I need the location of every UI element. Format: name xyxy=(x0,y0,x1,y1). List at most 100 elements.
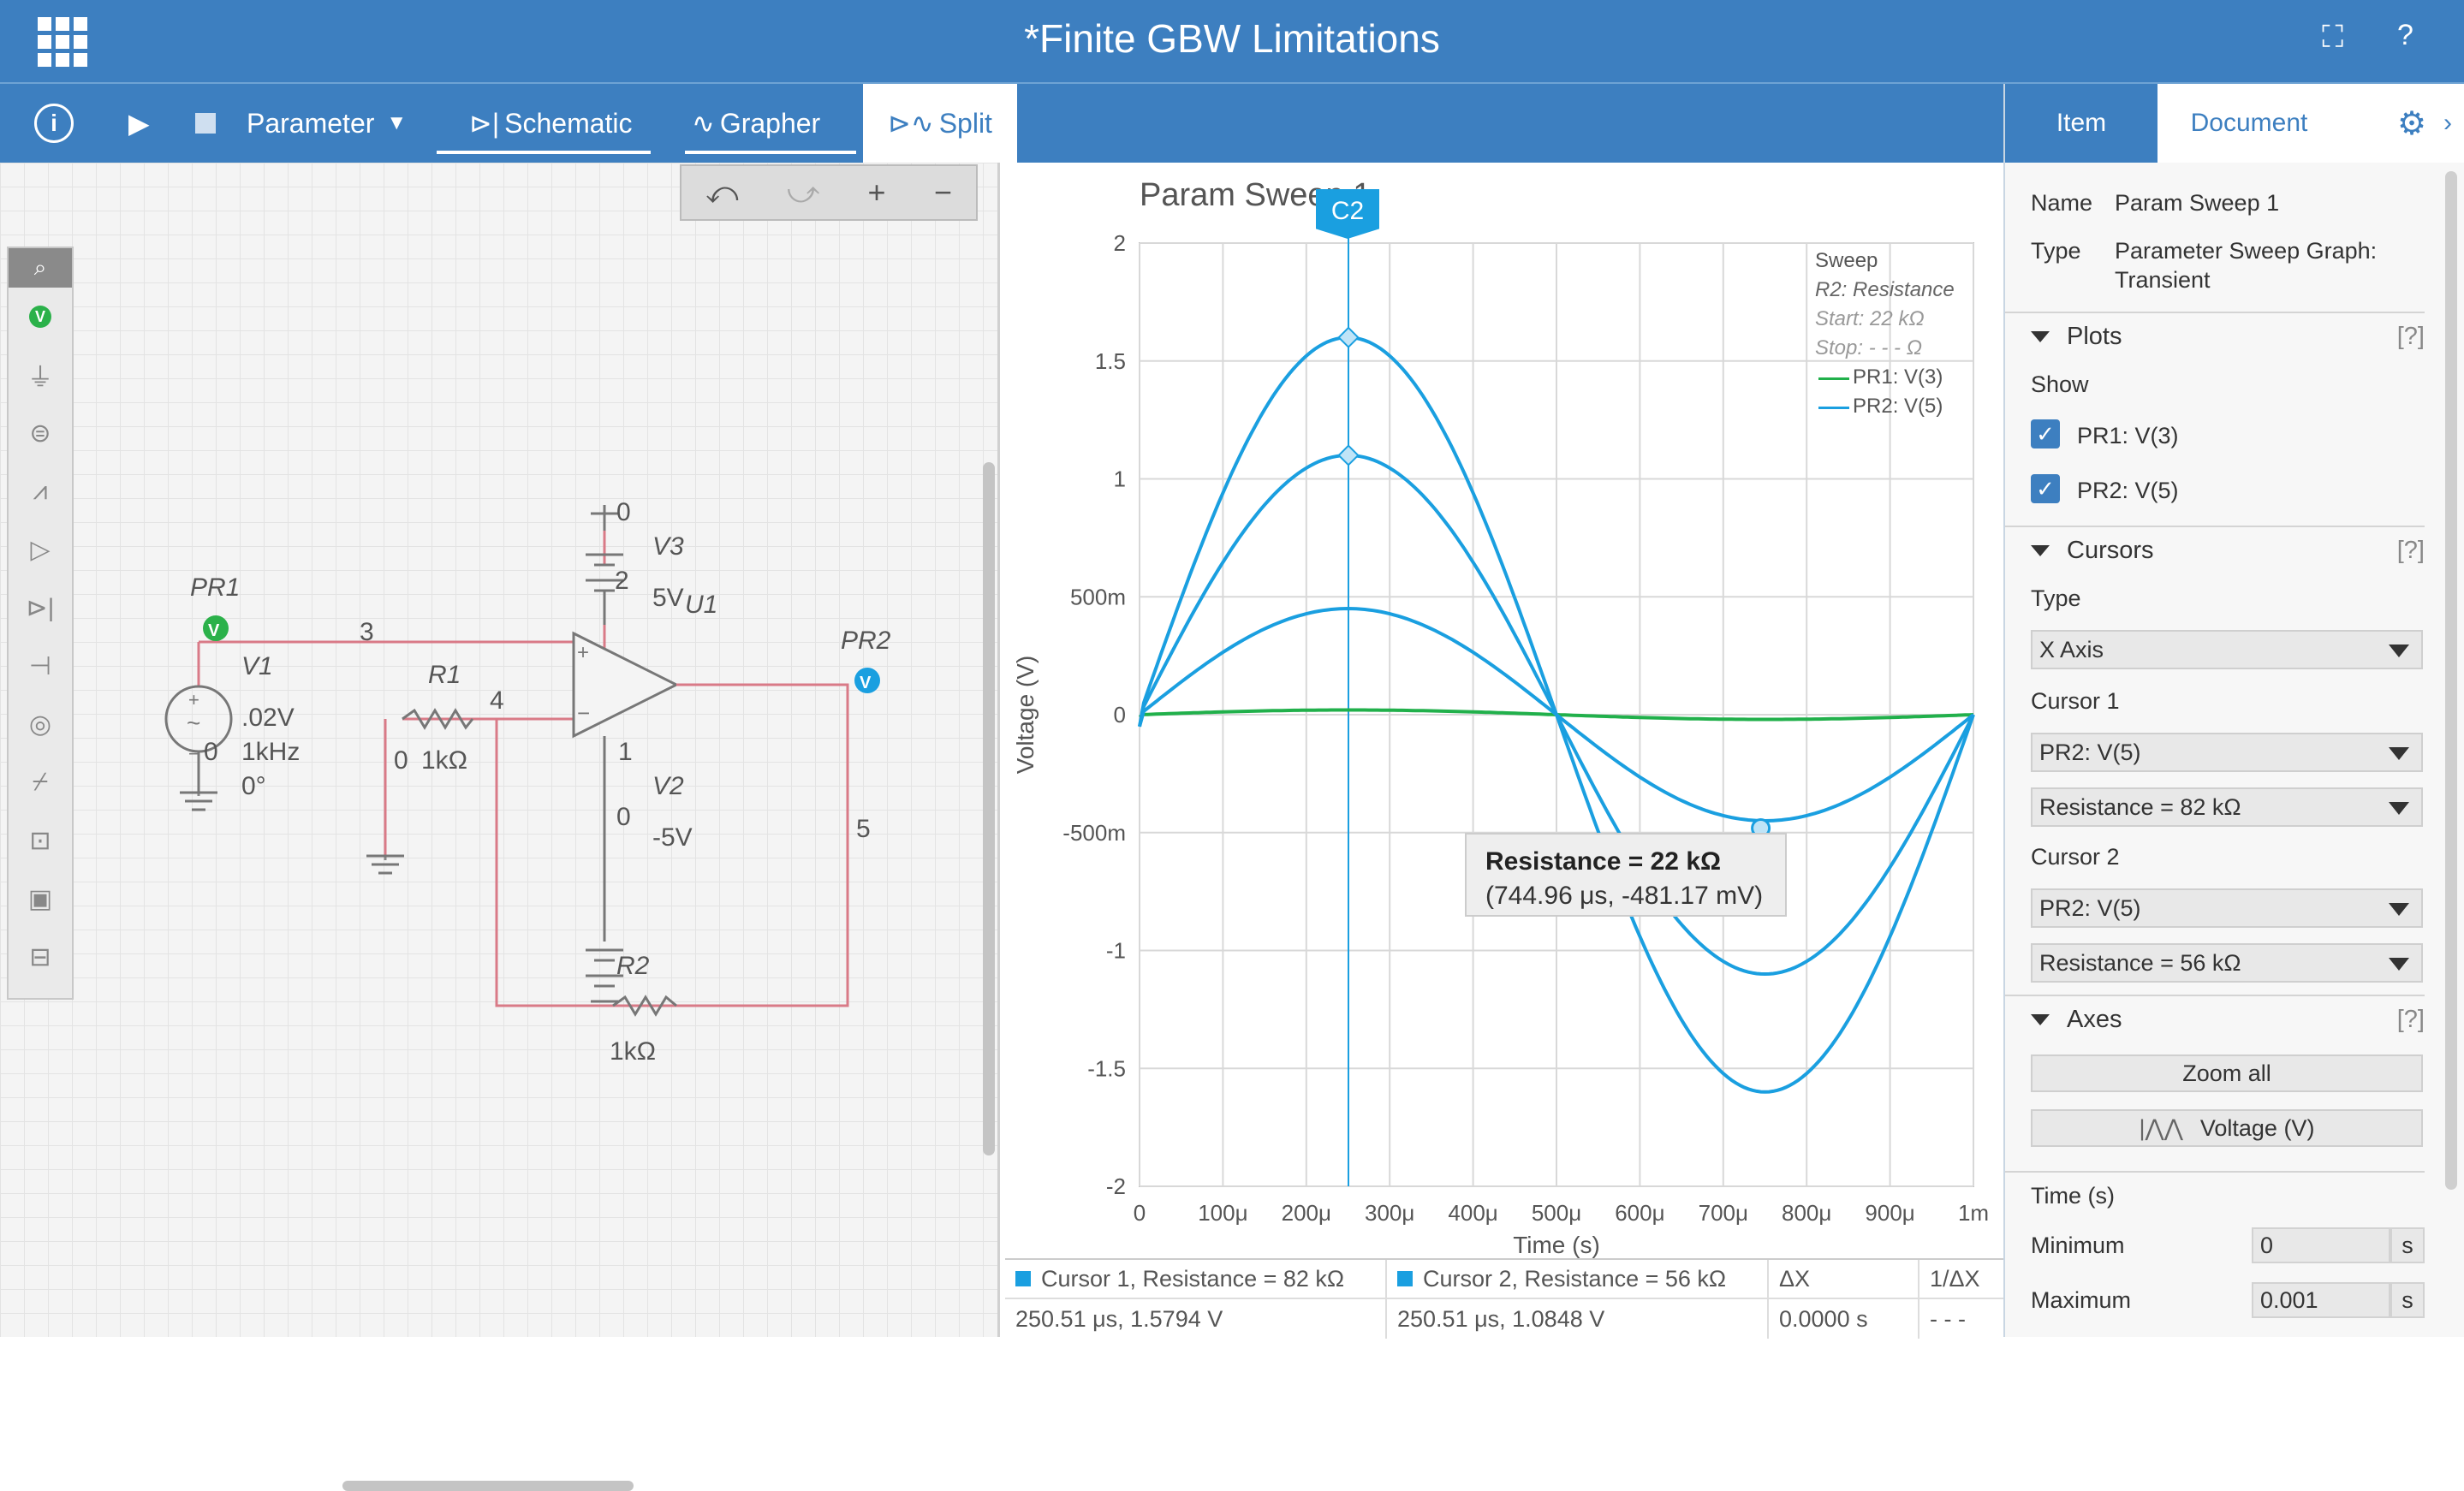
svg-text:V: V xyxy=(860,674,872,692)
connector-icon[interactable]: ⊟ xyxy=(29,942,51,971)
y-tick-label: -1 xyxy=(1106,938,1126,964)
collapse-triangle-icon xyxy=(2031,1013,2050,1025)
minimum-input[interactable]: 0 xyxy=(2252,1227,2390,1263)
tooltip-value: (744.96 μs, -481.17 mV) xyxy=(1485,882,1764,910)
probe-icon[interactable]: V xyxy=(9,291,72,342)
cursor-1-header-label: Cursor 1, Resistance = 82 kΩ xyxy=(1041,1265,1345,1292)
schematic-canvas[interactable]: ⤺ ⤻ + − ⌕ V ⏚ ⊜ ⩘ ▷ ⊳| ⊣ ◎ ⌿ ⊡ ▣ ⊟ + ~ −… xyxy=(0,163,1000,1491)
v1-frequency: 1kHz xyxy=(241,738,301,766)
parameter-dropdown[interactable]: Parameter ▼ xyxy=(247,84,407,163)
zoom-out-icon[interactable]: − xyxy=(933,175,952,210)
ground-icon[interactable]: ⏚ xyxy=(27,364,53,392)
y-tick-label: 1 xyxy=(1114,466,1126,492)
cursor-2-value: 250.51 μs, 1.0848 V xyxy=(1387,1299,1769,1339)
chart-legend: Sweep R2: Resistance Start: 22 kΩ Stop: … xyxy=(1815,247,1974,421)
chip-icon[interactable]: ▣ xyxy=(27,884,53,913)
tab-grapher[interactable]: ∿ Grapher xyxy=(692,84,820,163)
x-tick-label: 300μ xyxy=(1365,1200,1414,1226)
maximum-input[interactable]: 0.001 xyxy=(2252,1282,2390,1318)
voltage-axis-button[interactable]: |⋀⋀ Voltage (V) xyxy=(2031,1109,2423,1147)
cursor-2-header: Cursor 2, Resistance = 56 kΩ xyxy=(1387,1260,1769,1299)
cursor-2-plot-select[interactable]: PR2: V(5) xyxy=(2031,888,2423,928)
redo-icon[interactable]: ⤻ xyxy=(786,174,820,210)
name-value: Param Sweep 1 xyxy=(2115,190,2280,216)
cursor-2-resistance-select[interactable]: Resistance = 56 kΩ xyxy=(2031,943,2423,983)
undo-icon[interactable]: ⤺ xyxy=(705,174,739,210)
search-icon[interactable]: ⌕ xyxy=(9,248,72,288)
tab-split-label: Split xyxy=(938,107,992,139)
help-icon[interactable]: ? xyxy=(2397,19,2413,51)
cursor-1-plot-select[interactable]: PR2: V(5) xyxy=(2031,733,2423,772)
panel-scrollbar[interactable] xyxy=(2445,171,2457,1190)
name-label: Name xyxy=(2031,190,2093,216)
zoom-all-button[interactable]: Zoom all xyxy=(2031,1054,2423,1092)
zoom-in-icon[interactable]: + xyxy=(867,175,886,210)
plot-2-label: PR2: V(5) xyxy=(2077,478,2179,503)
axes-section-header[interactable]: Axes [?] xyxy=(2005,995,2425,1043)
plot-1-checkbox[interactable]: ✓ xyxy=(2031,419,2060,448)
cursors-section-header[interactable]: Cursors [?] xyxy=(2005,526,2425,573)
axes-help-icon[interactable]: [?] xyxy=(2396,1005,2425,1033)
r1-value: 1kΩ xyxy=(421,746,468,775)
schematic-vertical-scrollbar[interactable] xyxy=(983,462,995,1155)
tab-item[interactable]: Item xyxy=(2005,84,2157,163)
cursor-type-select[interactable]: X Axis xyxy=(2031,630,2423,669)
legend-stop: Stop: - - - Ω xyxy=(1815,336,1922,359)
transistor-icon[interactable]: ⊣ xyxy=(28,651,52,680)
collapse-triangle-icon xyxy=(2031,330,2050,342)
plots-help-icon[interactable]: [?] xyxy=(2396,322,2425,350)
run-button[interactable]: ▶ xyxy=(128,108,150,139)
waveform-icon: |⋀⋀ xyxy=(2139,1114,2183,1141)
legend-title: Sweep xyxy=(1815,249,1878,272)
info-icon[interactable]: i xyxy=(34,104,74,143)
x-tick-label: 500μ xyxy=(1532,1200,1581,1226)
r1-label: R1 xyxy=(428,661,461,689)
cursor-2-flag[interactable]: C2 xyxy=(1316,189,1379,239)
svg-text:−: − xyxy=(188,743,199,764)
v2-value: -5V xyxy=(652,823,693,852)
fullscreen-icon[interactable]: ⛶ xyxy=(2322,19,2344,54)
x-tick-label: 100μ xyxy=(1198,1200,1247,1226)
plot-1-label: PR1: V(3) xyxy=(2077,423,2179,448)
meter-icon[interactable]: ◎ xyxy=(28,710,52,739)
gear-icon[interactable]: ⚙ xyxy=(2396,105,2427,142)
cursors-help-icon[interactable]: [?] xyxy=(2396,536,2425,564)
tab-schematic-label: Schematic xyxy=(504,107,633,139)
apps-grid-icon[interactable] xyxy=(38,17,87,67)
schematic-horizontal-scrollbar[interactable] xyxy=(342,1481,634,1491)
title-bar: *Finite GBW Limitations ⛶ ? xyxy=(0,0,2464,82)
plots-section-header[interactable]: Plots [?] xyxy=(2005,312,2425,359)
tab-schematic[interactable]: ⊳| Schematic xyxy=(469,84,633,163)
cursor-2-swatch xyxy=(1397,1271,1413,1286)
opamp-icon[interactable]: ▷ xyxy=(30,535,51,564)
plot-2-checkbox[interactable]: ✓ xyxy=(2031,474,2060,503)
diode-icon[interactable]: ⊳| xyxy=(26,593,55,622)
y-tick-label: -2 xyxy=(1106,1173,1126,1199)
y-tick-label: 2 xyxy=(1114,230,1126,256)
node-1: 1 xyxy=(618,738,633,766)
switch-icon[interactable]: ⌿ xyxy=(33,768,48,796)
type-value-line-2: Transient xyxy=(2115,267,2211,293)
tab-grapher-underline xyxy=(685,151,856,154)
show-label: Show xyxy=(2031,371,2089,397)
x-tick-label: 200μ xyxy=(1282,1200,1331,1226)
y-axis-label: Voltage (V) xyxy=(1012,656,1039,775)
tab-document[interactable]: Document xyxy=(2190,109,2308,137)
tab-grapher-label: Grapher xyxy=(719,107,821,139)
tab-split[interactable]: ⊳∿ Split xyxy=(863,84,1017,163)
block-icon[interactable]: ⊡ xyxy=(29,826,51,855)
source-icon[interactable]: ⊜ xyxy=(29,419,51,448)
param-sweep-chart[interactable]: 0 100μ 200μ 300μ 400μ 500μ 600μ 700μ 800μ 900μ 1m 2… xyxy=(1003,163,2003,1258)
stop-button[interactable] xyxy=(195,84,216,163)
resistor-icon[interactable]: ⩘ xyxy=(33,477,48,505)
cursor-1-header: Cursor 1, Resistance = 82 kΩ xyxy=(1005,1260,1387,1299)
chevron-right-icon[interactable]: › xyxy=(2443,109,2452,137)
minimum-label: Minimum xyxy=(2031,1233,2125,1258)
u1-label: U1 xyxy=(685,591,718,619)
cursor-1-value: 250.51 μs, 1.5794 V xyxy=(1005,1299,1387,1339)
cursor-1-resistance-select[interactable]: Resistance = 82 kΩ xyxy=(2031,787,2423,827)
x-tick-label: 0 xyxy=(1134,1200,1146,1226)
time-axis-label: Time (s) xyxy=(2031,1183,2115,1209)
v3-value: 5V xyxy=(652,584,684,612)
v1-label: V1 xyxy=(241,652,273,680)
